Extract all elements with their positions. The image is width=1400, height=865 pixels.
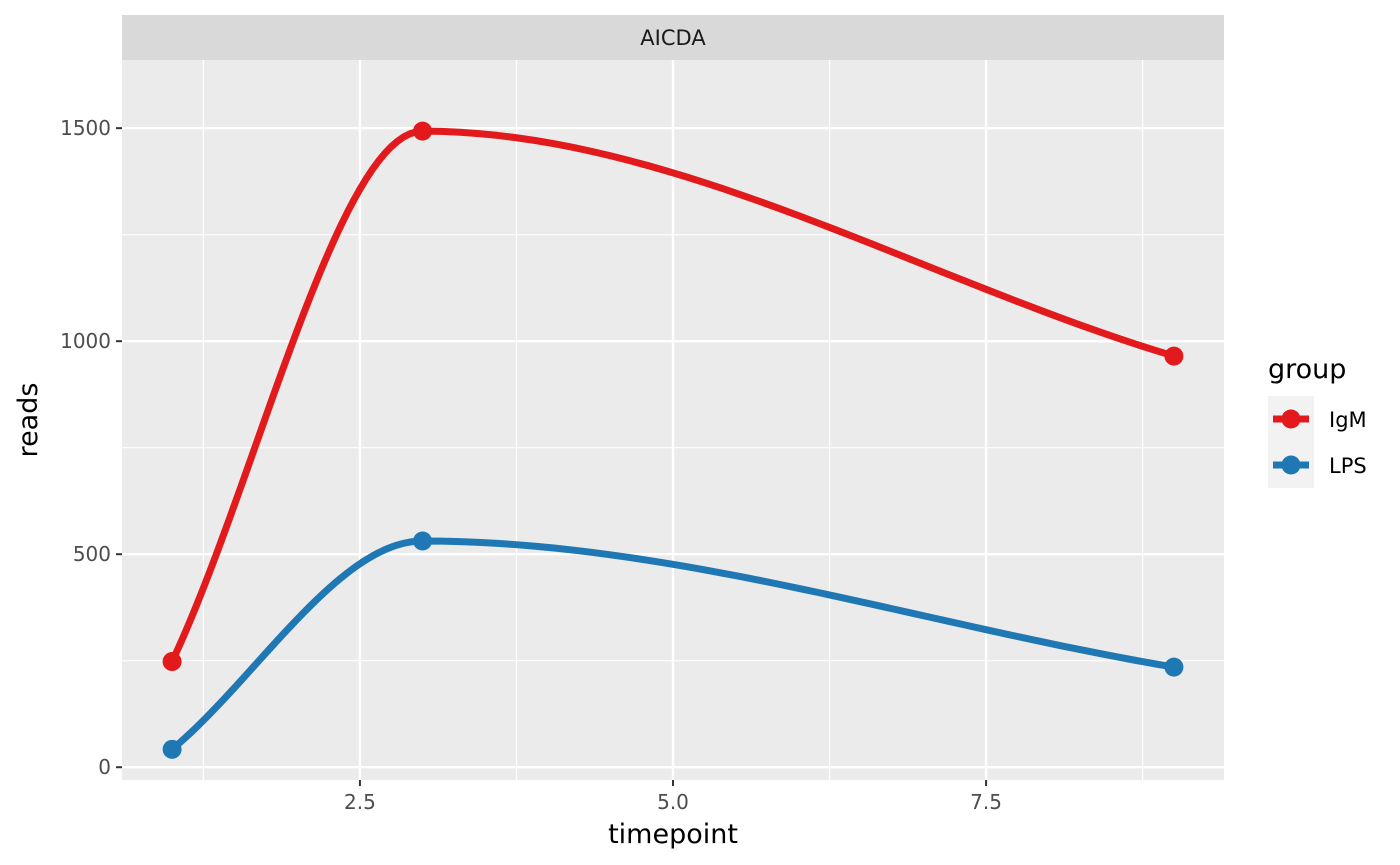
- data-point-LPS: [413, 531, 433, 551]
- y-tick-label: 1500: [60, 116, 111, 140]
- y-tick-label: 500: [73, 542, 111, 566]
- x-axis-title: timepoint: [608, 819, 738, 850]
- legend: group IgM LPS: [1268, 354, 1367, 488]
- major-gridlines: [122, 60, 1224, 780]
- data-point-LPS: [1164, 657, 1184, 677]
- facet-strip-label: AICDA: [640, 26, 706, 50]
- y-axis-title: reads: [13, 383, 44, 458]
- axis-ticks: 2.5 5.0 7.5 0 500 1000 1500: [60, 116, 1002, 814]
- x-tick-label: 5.0: [657, 790, 689, 814]
- legend-label-IgM: IgM: [1329, 408, 1367, 432]
- series-layer: [162, 121, 1184, 759]
- y-tick-label: 1000: [60, 329, 111, 353]
- legend-label-LPS: LPS: [1329, 454, 1367, 478]
- legend-title: group: [1268, 354, 1346, 385]
- facet-strip: [122, 15, 1224, 60]
- y-tick-label: 0: [98, 755, 111, 779]
- x-tick-label: 2.5: [344, 790, 376, 814]
- legend-key-point-LPS: [1281, 455, 1301, 475]
- data-point-IgM: [162, 652, 182, 672]
- data-point-LPS: [162, 739, 182, 759]
- data-point-IgM: [413, 121, 433, 141]
- legend-key-point-IgM: [1281, 409, 1301, 429]
- data-point-IgM: [1164, 346, 1184, 366]
- x-tick-label: 7.5: [970, 790, 1002, 814]
